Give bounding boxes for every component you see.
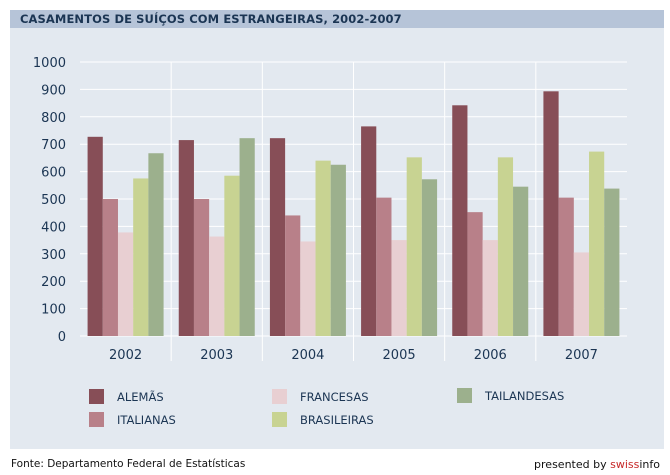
bar-2006-francesas [482,240,498,336]
bar-2006-italianas [467,212,483,336]
y-tick-label-800: 800 [41,111,66,126]
y-tick-label-400: 400 [41,220,66,235]
bar-2003-brasileiras [224,175,240,336]
chart-panel: 0 100 200 300 400 500 600 700 800 900 1000 2002 2003… [10,28,664,449]
legend-label-brasileiras: BRASILEIRAS [300,413,374,427]
bar-2003-tailandesas [239,138,255,336]
bar-2003-italianas [193,199,210,336]
x-tick-label-2007: 2007 [565,348,598,363]
bar-2007-italianas [558,197,574,336]
x-tick-label-2004: 2004 [291,348,324,363]
bar-2002-tailandesas [148,153,164,336]
x-tick-label-2003: 2003 [200,348,233,363]
bar-2003-francesas [209,236,225,336]
bar-2002-brasileiras [133,178,149,336]
bar-2004-tailandesas [330,164,346,336]
bar-2005-tailandesas [421,179,438,336]
x-tick-label-2002: 2002 [109,348,142,363]
bar-2007-francesas [573,252,590,336]
bar-2004-alemãs [269,138,286,336]
bar-2007-brasileiras [589,151,605,336]
bar-2005-brasileiras [406,157,422,336]
x-tick-label-2005: 2005 [383,348,416,363]
legend-swatch-francesas [272,389,287,404]
bar-2005-italianas [376,197,392,336]
presented-by: presented by swissinfo [534,458,660,471]
bar-2002-italianas [102,199,118,336]
legend-label-tailandesas: TAILANDESAS [485,389,565,403]
bar-2004-italianas [285,215,301,336]
bar-2002-alemãs [87,136,103,336]
legend-swatch-tailandesas [457,388,472,403]
y-tick-label-100: 100 [41,303,66,318]
y-tick-label-200: 200 [41,275,66,290]
source-note: Fonte: Departamento Federal de Estatísti… [11,458,246,470]
legend-swatch-alemas [89,389,104,404]
bar-2005-francesas [391,240,407,336]
legend-swatch-brasileiras [272,412,287,427]
legend-label-francesas: FRANCESAS [300,390,369,404]
brand-info: info [639,458,660,471]
presented-by-text: presented by [534,458,607,471]
x-tick-label-2006: 2006 [474,348,507,363]
y-tick-label-900: 900 [41,83,66,98]
bar-2007-tailandesas [604,188,620,336]
chart-title-bar: CASAMENTOS DE SUÍÇOS COM ESTRANGEIRAS, 2… [10,10,664,28]
bar-2005-alemãs [361,126,377,336]
bar-2003-alemãs [178,140,194,336]
chart-title: CASAMENTOS DE SUÍÇOS COM ESTRANGEIRAS, 2… [20,12,402,26]
bar-2002-francesas [117,232,134,336]
bar-2006-tailandesas [513,186,529,336]
y-tick-label-0: 0 [58,330,66,345]
legend-label-italianas: ITALIANAS [117,413,176,427]
legend-label-alemas: ALEMÃS [117,390,164,404]
y-tick-label-300: 300 [41,248,66,263]
y-tick-label-600: 600 [41,166,66,181]
bar-2006-brasileiras [497,157,514,336]
brand-swiss: swiss [610,458,640,471]
legend-swatch-italianas [89,412,104,427]
y-tick-label-700: 700 [41,138,66,153]
bar-2004-brasileiras [315,160,331,336]
bar-2007-alemãs [543,91,559,337]
y-tick-label-500: 500 [41,193,66,208]
y-tick-label-1000: 1000 [33,56,66,71]
bar-2006-alemãs [452,105,468,337]
bar-2004-francesas [300,241,316,336]
bar-chart: 0 100 200 300 400 500 600 700 800 900 1000 2002 2003… [33,56,627,363]
